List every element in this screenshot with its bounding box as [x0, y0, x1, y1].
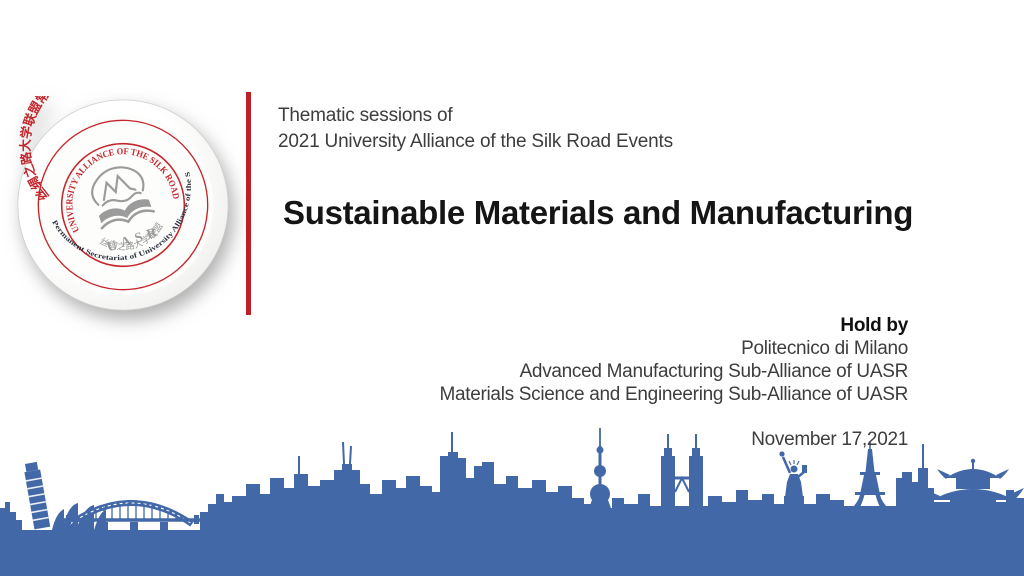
oriental-pearl-tower-icon	[588, 428, 612, 511]
seal-mountain-icon	[91, 166, 145, 207]
kicker-line-2: 2021 University Alliance of the Silk Roa…	[278, 130, 673, 152]
eiffel-tower-icon	[849, 442, 891, 511]
hold-by-line: Advanced Manufacturing Sub-Alliance of U…	[519, 361, 909, 382]
uasr-logo: 丝绸之路大学联盟常设秘书处 Permanent Secretariat of U…	[0, 59, 232, 314]
red-accent-rule	[246, 92, 251, 315]
pisa-tower-icon	[24, 461, 51, 530]
slide-title: Sustainable Materials and Manufacturing	[283, 194, 914, 231]
harbour-bridge-icon	[58, 500, 202, 530]
seal-book-icon	[98, 199, 155, 230]
hold-by-line: Materials Science and Engineering Sub-Al…	[439, 384, 908, 405]
city-skyline-silhouette	[0, 428, 1024, 576]
hold-by-heading: Hold by	[840, 315, 908, 336]
building-antennas	[298, 432, 924, 474]
seal-outer-red-ring	[37, 119, 209, 291]
uasr-seal-icon: 丝绸之路大学联盟常设秘书处 Permanent Secretariat of U…	[0, 59, 229, 311]
skyline-buildings	[0, 452, 1024, 576]
hold-by-block: Hold by Politecnico di Milano Advanced M…	[439, 314, 908, 406]
kicker-line-1: Thematic sessions of	[278, 105, 453, 126]
seal-inner-red-ring	[60, 142, 186, 268]
kicker-text: Thematic sessions of 2021 University All…	[278, 103, 673, 154]
statue-of-liberty-icon	[779, 451, 808, 511]
pagoda-icon	[922, 458, 1024, 512]
event-date: November 17,2021	[751, 429, 908, 450]
hold-by-line: Politecnico di Milano	[741, 338, 908, 359]
petronas-towers-icon	[661, 434, 703, 511]
